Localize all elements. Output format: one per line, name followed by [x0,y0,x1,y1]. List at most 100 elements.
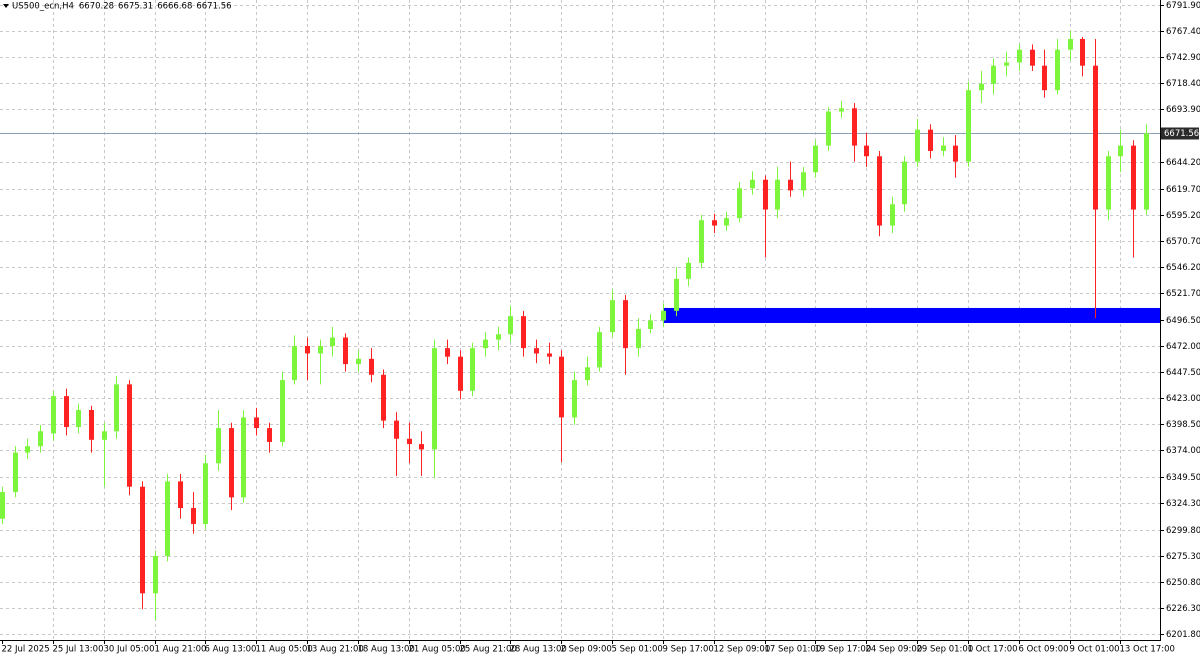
candle-body [114,384,119,432]
y-tick-label: 6718.40 [1166,79,1200,89]
x-tick-label: 25 Aug 21:00 [460,645,517,655]
candle-body [699,220,704,263]
candle-body [330,337,335,347]
candle-body [1118,145,1123,157]
candle-body [966,90,971,162]
candle-body [496,334,501,340]
candle-body [610,300,615,333]
zone [662,307,1160,323]
candle-body [153,556,158,594]
candle-body [737,188,742,219]
candle-body [953,145,958,162]
candle-body [1093,65,1098,210]
candle-body [559,356,564,418]
candle-body [979,83,984,91]
candle-body [763,179,768,210]
header-value: 6671.56 [196,2,231,12]
candle-body [597,332,602,368]
candle-body [636,328,641,349]
y-tick-label: 6619.70 [1166,185,1200,195]
candle-body [1004,62,1009,66]
header-value: 6670.28 [79,2,114,12]
x-tick-label: 30 Jul 05:00 [104,645,155,655]
candle-body [1106,156,1111,210]
candle-body [1068,39,1073,50]
x-tick-label: 24 Sep 09:00 [866,645,923,655]
candle-body [1017,49,1022,63]
x-tick-label: 25 Jul 13:00 [53,645,104,655]
candle-body [381,374,386,421]
candle-body [241,417,246,498]
candle-body [674,278,679,311]
candle-body [432,348,437,450]
candle-body [191,508,196,525]
candle-body [280,380,285,442]
y-tick-label: 6693.90 [1166,105,1200,115]
y-tick-label: 6472.00 [1166,342,1200,352]
y-tick-label: 6742.90 [1166,53,1200,63]
candle-body [369,358,374,375]
candle-body [585,367,590,381]
candle-body [534,348,539,354]
y-tick-label: 6201.80 [1166,630,1200,640]
candle-body [890,204,895,226]
candle-body [483,339,488,349]
y-tick-label: 6570.70 [1166,237,1200,247]
x-tick-label: 9 Oct 01:00 [1070,645,1120,655]
header-value: 6666.68 [157,2,192,12]
candle-body [127,384,132,487]
y-tick-label: 6398.50 [1166,420,1200,430]
plot [0,30,1160,620]
candle-body [140,486,145,594]
candle-body [51,396,56,434]
x-tick-label: 13 Aug 21:00 [307,645,364,655]
candle-body [445,348,450,357]
candle-body [826,111,831,146]
y-tick-label: 6299.80 [1166,526,1200,536]
y-tick-label: 6521.70 [1166,289,1200,299]
x-tick-label: 28 Aug 13:00 [510,645,567,655]
candle-body [13,452,18,493]
x-tick-label: 1 Aug 21:00 [155,645,207,655]
candle-body [788,179,793,191]
candle-body [928,129,933,151]
candle-body [991,65,996,84]
x-tick-label: 19 Sep 17:00 [815,645,872,655]
candle-body [203,463,208,525]
x-tick-label: 6 Aug 13:00 [205,645,257,655]
candle-body [1030,49,1035,66]
candle-body [38,431,43,447]
candle-body [852,108,857,146]
candle-body [254,417,259,429]
x-tick-label: 1 Oct 17:00 [968,645,1018,655]
collapse-icon[interactable] [3,4,9,8]
candle-body [0,492,5,519]
candle-body [102,431,107,440]
y-tick-label: 6767.40 [1166,27,1200,37]
y-tick-label: 6644.20 [1166,158,1200,168]
candle-body [1080,39,1085,66]
candle-body [458,356,463,391]
candle-body [941,145,946,151]
candle-body [292,346,297,381]
header-value: 6675.31 [118,2,153,12]
y-tick-label: 6447.50 [1166,368,1200,378]
candle-body [407,438,412,445]
y-tick-label: 6349.50 [1166,473,1200,483]
y-tick-label: 6496.50 [1166,316,1200,326]
candle-body [216,428,221,464]
x-tick-label: 22 Jul 2025 [2,645,50,655]
candle-body [25,446,30,453]
y-tick-label: 6546.20 [1166,263,1200,273]
candle-body [1055,49,1060,91]
x-tick-label: 9 Sep 17:00 [663,645,714,655]
x-tick-label: 13 Oct 17:00 [1120,645,1175,655]
candle-body [801,172,806,191]
candle-body [89,409,94,440]
candle-body [470,348,475,391]
candle-body [915,129,920,162]
candle-body [877,156,882,226]
candle-body [750,179,755,189]
candle-body [394,420,399,439]
